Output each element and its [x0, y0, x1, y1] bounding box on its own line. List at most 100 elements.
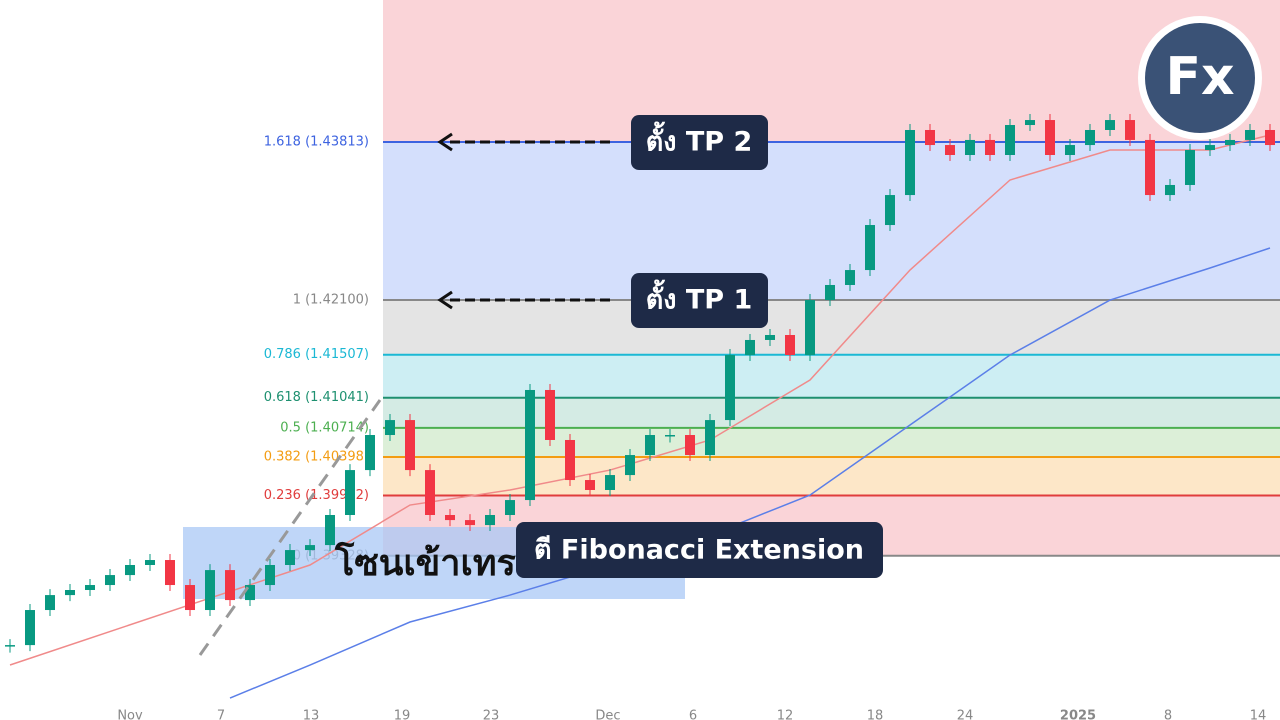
tp2-box: [631, 115, 768, 170]
candle-body: [1145, 139, 1155, 196]
entry-zone-label: โซนเข้าเทรด: [334, 541, 539, 584]
candle-body: [385, 420, 395, 436]
candle-body: [1005, 125, 1015, 155]
x-tick-label: Dec: [595, 709, 620, 720]
candle-body: [1245, 129, 1255, 140]
fib-label: 0.618 (1.41041): [264, 390, 369, 405]
candle-body: [765, 334, 775, 340]
x-tick-label: 24: [957, 709, 974, 720]
candle-body: [945, 145, 955, 155]
candle-body: [165, 560, 175, 586]
candle-body: [425, 470, 435, 515]
tp1-label: ตั้ง TP 1: [646, 279, 753, 316]
x-tick-label: 14: [1250, 709, 1267, 720]
candle-body: [645, 435, 655, 456]
candle-body: [485, 514, 495, 526]
candle-body: [885, 195, 895, 226]
candle-body: [725, 355, 735, 421]
x-tick-label: 8: [1164, 709, 1172, 720]
fib-zone: [383, 457, 1280, 496]
candle-body: [305, 545, 315, 551]
logo: [1145, 23, 1255, 133]
candle-body: [25, 610, 35, 646]
candle-body: [185, 585, 195, 611]
candle-body: [1165, 184, 1175, 196]
tp2-label: ตั้ง TP 2: [646, 121, 753, 158]
fib-box: [516, 522, 883, 578]
candle-body: [785, 334, 795, 356]
candle-body: [345, 470, 355, 515]
x-tick-label: 18: [867, 709, 884, 720]
tp2-arrow: [437, 132, 615, 152]
candle-body: [865, 225, 875, 271]
tp1-arrow: [437, 290, 615, 310]
candle-body: [365, 435, 375, 471]
candle-body: [545, 389, 555, 440]
candle-body: [225, 570, 235, 601]
x-axis: Nov 7 13 19 23 Dec 6 12 18 24 2025 8 14: [117, 709, 1266, 720]
fib-label: 0.786 (1.41507): [264, 347, 369, 362]
x-tick-label: 6: [689, 709, 697, 720]
candle-body: [505, 500, 515, 515]
fib-zone: [383, 141, 1280, 301]
fib-zone: [383, 427, 1280, 458]
x-tick-label: 12: [777, 709, 794, 720]
candle-body: [805, 300, 815, 356]
x-tick-label: 2025: [1060, 709, 1096, 720]
candle-body: [1225, 139, 1235, 146]
candle-body: [745, 339, 755, 356]
candle-body: [665, 435, 675, 437]
fib-zones: 1.618 (1.43813) 1 (1.42100) 0.786 (1.41507…: [264, 0, 1280, 563]
x-tick-label: Nov: [117, 709, 143, 720]
candle-body: [565, 439, 575, 481]
candle-body: [1025, 120, 1035, 126]
x-tick-label: 13: [303, 709, 320, 720]
candle-body: [145, 560, 155, 566]
candle-body: [85, 585, 95, 591]
candle-body: [825, 284, 835, 301]
x-tick-label: 19: [394, 709, 411, 720]
candle-body: [605, 475, 615, 490]
fib-zone: [383, 397, 1280, 428]
x-tick-label: 23: [483, 709, 500, 720]
candle-body: [45, 595, 55, 611]
candle-body: [125, 565, 135, 576]
candle-body: [685, 435, 695, 456]
fib-label: 0.236 (1.39982): [264, 488, 369, 503]
candle-body: [585, 480, 595, 490]
logo-text: Fx: [1165, 47, 1234, 107]
candle-body: [465, 520, 475, 526]
candle-body: [325, 514, 335, 546]
candle-body: [405, 420, 415, 471]
fib-label: 0.5 (1.40714): [280, 420, 369, 435]
candle-body: [445, 514, 455, 521]
x-tick-label: 7: [217, 709, 225, 720]
candle-body: [985, 139, 995, 155]
fib-zone: [383, 354, 1280, 398]
candle-body: [705, 420, 715, 456]
candle-body: [925, 129, 935, 146]
candle-body: [265, 565, 275, 586]
candle-body: [245, 585, 255, 601]
fib-draw-line: [198, 399, 382, 656]
candle-body: [1085, 129, 1095, 146]
candle-body: [965, 139, 975, 155]
candle-body: [905, 129, 915, 196]
candle-body: [205, 570, 215, 611]
candle-body: [845, 270, 855, 285]
candle-body: [105, 575, 115, 586]
fib-label: 1.618 (1.43813): [264, 134, 369, 149]
candle-body: [1265, 129, 1275, 146]
candle-body: [1105, 120, 1115, 130]
plot: [5, 114, 1275, 699]
candle-body: [1045, 120, 1055, 155]
candle-body: [1185, 150, 1195, 185]
candle-body: [525, 389, 535, 501]
candle-body: [285, 550, 295, 566]
fib-zone: [383, 300, 1280, 355]
candle-body: [65, 590, 75, 596]
candle-body: [1125, 120, 1135, 140]
fib-label: 0.382 (1.40398): [264, 450, 369, 465]
